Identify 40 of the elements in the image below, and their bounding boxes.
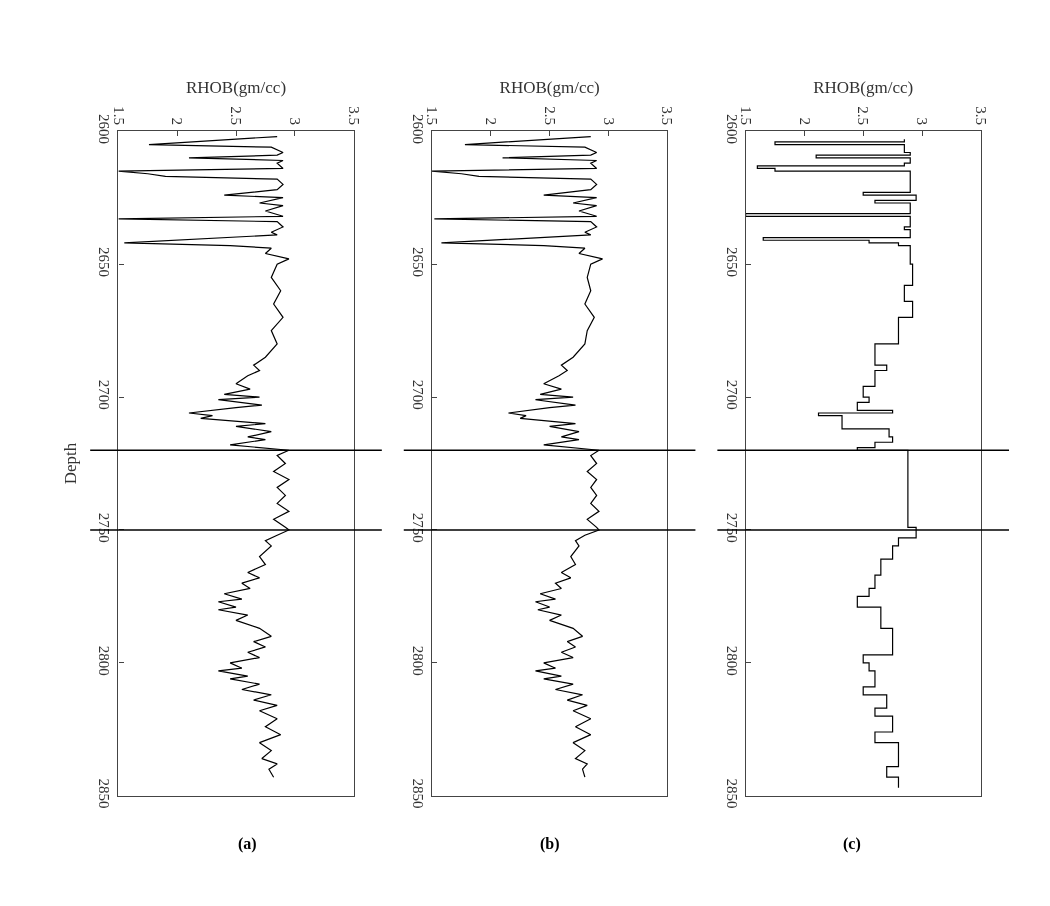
- x-tick-label: 2.5: [855, 106, 872, 125]
- x-axis-title: RHOB(gm/cc): [499, 77, 600, 97]
- x-tick-label: 2: [482, 117, 499, 125]
- y-tick-label: 2650: [96, 246, 113, 277]
- y-tick-label: 2700: [409, 379, 426, 410]
- x-tick-label: 3.5: [345, 106, 362, 125]
- x-tick-label: 3: [286, 117, 303, 125]
- y-tick-label: 2850: [96, 778, 113, 809]
- y-axis-title: Depth: [60, 442, 80, 485]
- y-tick-label: 2850: [723, 778, 740, 809]
- x-tick-label: 2: [796, 117, 813, 125]
- text: (c): [843, 835, 861, 853]
- x-tick-label: 1.5: [110, 106, 127, 125]
- x-tick-label: 2.5: [541, 106, 558, 125]
- y-tick-label: 2750: [723, 512, 740, 543]
- y-tick-label: 2650: [723, 246, 740, 277]
- text: (a): [238, 835, 257, 853]
- x-tick-label: 2.5: [228, 106, 245, 125]
- y-tick-label: 2600: [96, 113, 113, 144]
- y-tick-label: 2700: [723, 379, 740, 410]
- x-tick-label: 3.5: [659, 106, 676, 125]
- x-axis-title: RHOB(gm/cc): [813, 77, 914, 97]
- x-tick-label: 3.5: [972, 106, 989, 125]
- x-tick-label: 1.5: [424, 106, 441, 125]
- y-tick-label: 2650: [409, 246, 426, 277]
- y-tick-label: 2600: [409, 113, 426, 144]
- y-tick-label: 2800: [723, 645, 740, 676]
- y-tick-label: 2800: [96, 645, 113, 676]
- x-axis-title: RHOB(gm/cc): [185, 77, 287, 97]
- x-tick-label: 3: [914, 117, 931, 125]
- x-tick-label: 1.5: [737, 106, 754, 125]
- y-tick-label: 2850: [409, 778, 426, 809]
- text: (b): [540, 835, 560, 853]
- y-tick-label: 2750: [409, 512, 426, 543]
- x-tick-label: 2: [169, 117, 186, 125]
- y-tick-label: 2800: [409, 645, 426, 676]
- y-tick-label: 2600: [723, 113, 740, 144]
- y-tick-label: 2700: [96, 379, 113, 410]
- y-tick-label: 2750: [96, 512, 113, 543]
- x-tick-label: 3: [600, 117, 617, 125]
